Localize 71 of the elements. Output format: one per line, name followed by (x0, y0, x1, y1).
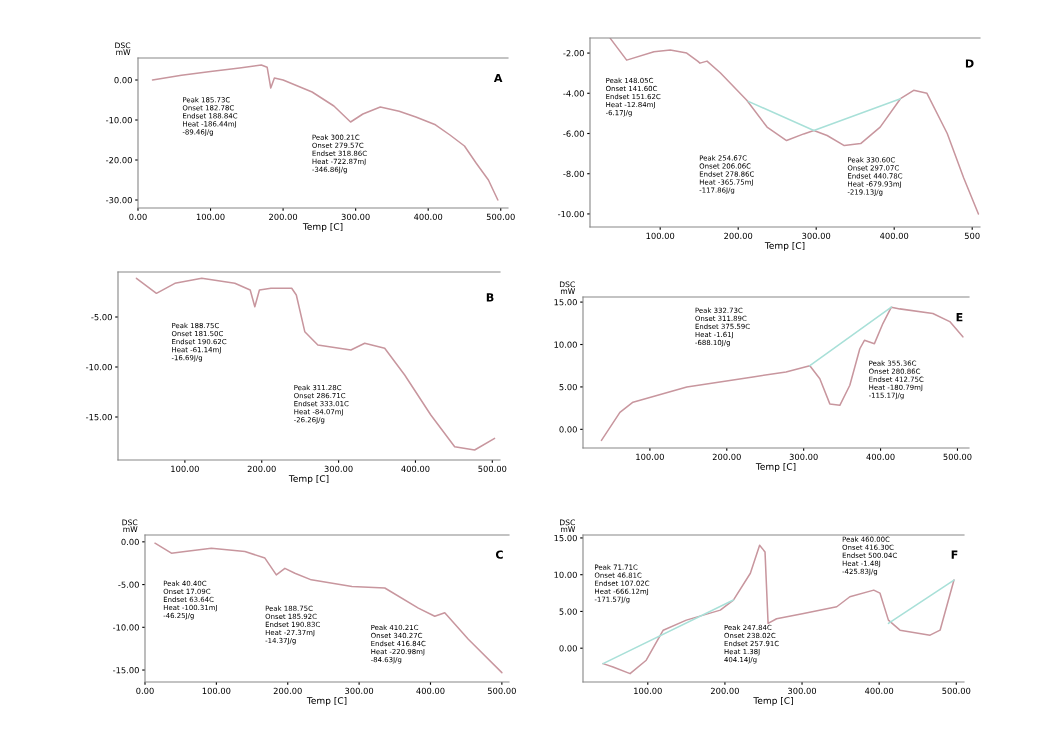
line-series (135, 277, 496, 451)
y-tick-label: -20.00 (105, 156, 132, 164)
x-tick-label: 500.00 (487, 687, 516, 695)
text: E (956, 313, 963, 322)
line-series (600, 306, 964, 442)
text: D (965, 59, 974, 68)
y-tick-label: 15.00 (554, 534, 577, 542)
text: B (486, 293, 494, 302)
line-series (154, 542, 503, 674)
x-tick-label: 300.00 (802, 232, 831, 240)
x-tick-label: 400.00 (416, 687, 445, 695)
y-tick-label: -8.00 (563, 170, 584, 177)
x-tick-label: 400.00 (864, 687, 894, 695)
x-axis-title: Temp [C] (764, 242, 805, 251)
x-tick-label: 100.00 (196, 213, 225, 221)
x-tick-label: 300.00 (789, 453, 818, 461)
y-tick-label: 0.00 (114, 76, 132, 84)
y-tick-label: -5.00 (118, 581, 139, 588)
x-tick-label: 400.00 (866, 453, 895, 461)
y-tick-label: -15.00 (85, 413, 112, 421)
y-tick-label: -10.00 (85, 363, 112, 371)
x-tick-label: 100.00 (202, 687, 231, 695)
x-tick-label: 100.00 (636, 453, 664, 461)
y-tick-label: -30.00 (105, 196, 132, 204)
y-tick-label: -10.00 (105, 116, 132, 124)
x-tick-label: 0.00 (136, 687, 154, 695)
x-tick-label: 300.00 (345, 687, 374, 695)
x-tick-label: 500.00 (942, 687, 971, 695)
x-tick-label: 200.00 (273, 687, 302, 695)
x-axis-title: Temp [C] (753, 697, 793, 706)
x-axis-title: Temp [C] (302, 223, 343, 232)
x-axis-title: Temp [C] (755, 463, 796, 472)
text: A (493, 73, 503, 83)
x-axis-title: Temp [C] (288, 475, 329, 484)
x-tick-label: 200.00 (710, 687, 739, 695)
text: C (495, 550, 503, 559)
x-tick-label: 300.00 (341, 213, 370, 221)
y-tick-label: -5.00 (91, 313, 112, 321)
y-tick-label: -10.00 (557, 210, 584, 218)
x-tick-label: 200.00 (712, 453, 741, 461)
x-tick-label: 100.00 (171, 465, 199, 473)
y-tick-label: -2.00 (563, 50, 584, 57)
x-tick-label: 100.00 (634, 687, 662, 695)
x-tick-label: 500.00 (478, 465, 507, 473)
x-tick-label: 500.00 (486, 213, 515, 221)
y-tick-label: 10.00 (554, 571, 577, 578)
y-tick-label: 15.00 (554, 299, 577, 306)
y-tick-label: 10.00 (554, 341, 577, 348)
y-tick-label: -4.00 (563, 90, 584, 97)
x-tick-label: 0.00 (129, 213, 147, 221)
x-tick-label: 400.00 (414, 213, 443, 221)
x-tick-label: 200.00 (269, 213, 298, 221)
text: F (951, 550, 958, 559)
y-tick-label: -15.00 (112, 667, 139, 674)
y-tick-label: 0.00 (559, 426, 577, 433)
y-tick-label: -10.00 (112, 624, 139, 631)
x-tick-label: 500.00 (943, 453, 972, 461)
x-tick-label: 300.00 (788, 687, 817, 695)
x-tick-label: 100.00 (646, 232, 675, 240)
y-tick-label: 0.00 (121, 538, 139, 546)
y-tick-label: 5.00 (559, 608, 577, 615)
x-axis-title: Temp [C] (306, 697, 347, 706)
y-tick-label: 5.00 (559, 383, 577, 391)
x-tick-label: 400.00 (401, 465, 430, 473)
x-tick-label: 500 (964, 232, 980, 240)
x-tick-label: 400.00 (880, 232, 909, 240)
x-tick-label: 300.00 (324, 465, 353, 473)
x-tick-label: 200.00 (247, 465, 276, 473)
y-tick-label: -6.00 (563, 130, 584, 137)
y-tick-label: 0.00 (559, 645, 577, 652)
x-tick-label: 200.00 (724, 232, 753, 240)
